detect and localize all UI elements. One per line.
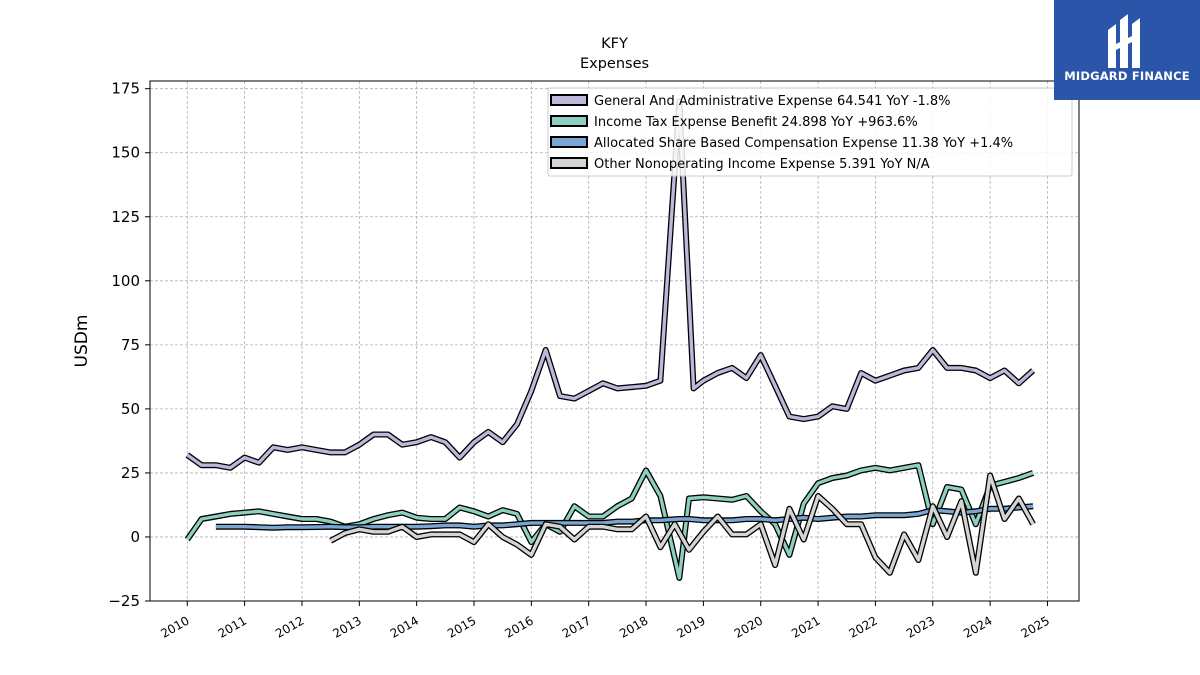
legend-label: Allocated Share Based Compensation Expen… bbox=[594, 136, 1013, 151]
y-axis-label: USDm bbox=[72, 315, 92, 368]
plot-frame bbox=[149, 80, 1080, 602]
series-line bbox=[329, 473, 1035, 575]
x-tick-label: 2020 bbox=[732, 613, 765, 640]
y-tick-label: 175 bbox=[111, 80, 140, 98]
brand-logo: MIDGARD FINANCE bbox=[1054, 0, 1200, 100]
series-line bbox=[215, 504, 1034, 530]
chart-subtitle: Expenses bbox=[580, 56, 649, 72]
x-tick-label: 2022 bbox=[846, 613, 879, 640]
x-tick-label: 2025 bbox=[1019, 613, 1052, 640]
x-tick-label: 2019 bbox=[674, 613, 707, 640]
x-tick-label: 2016 bbox=[502, 613, 535, 640]
legend-item: Allocated Share Based Compensation Expen… bbox=[550, 136, 1013, 151]
legend-swatch bbox=[550, 94, 588, 106]
y-tick-label: 75 bbox=[121, 336, 140, 354]
series-line bbox=[186, 99, 1035, 470]
series-line-outline bbox=[215, 503, 1034, 531]
legend-label: General And Administrative Expense 64.54… bbox=[594, 94, 951, 109]
chart-title: KFY bbox=[601, 36, 628, 52]
x-tick-label: 2017 bbox=[560, 613, 593, 640]
x-tick-label: 2010 bbox=[158, 613, 191, 640]
legend-item: Other Nonoperating Income Expense 5.391 … bbox=[550, 157, 930, 172]
y-tick-label: 25 bbox=[121, 464, 140, 482]
series-2 bbox=[215, 503, 1034, 531]
series-3 bbox=[329, 472, 1036, 576]
x-tick-label: 2013 bbox=[330, 613, 363, 640]
series-line bbox=[185, 463, 1034, 580]
x-tick-label: 2015 bbox=[445, 613, 478, 640]
x-tick-label: 2011 bbox=[216, 613, 249, 640]
y-tick-label: 50 bbox=[121, 400, 140, 418]
y-tick-label: −25 bbox=[108, 592, 140, 610]
legend-label: Income Tax Expense Benefit 24.898 YoY +9… bbox=[594, 115, 918, 130]
x-tick-label: 2023 bbox=[904, 613, 937, 640]
legend-item: General And Administrative Expense 64.54… bbox=[550, 94, 951, 109]
y-tick-label: 100 bbox=[111, 272, 140, 290]
y-tick-label: 125 bbox=[111, 208, 140, 226]
x-tick-label: 2018 bbox=[617, 613, 650, 640]
series-0 bbox=[185, 98, 1036, 471]
y-tick-label: 0 bbox=[130, 528, 140, 546]
legend-box bbox=[547, 87, 1073, 177]
legend-label: Other Nonoperating Income Expense 5.391 … bbox=[594, 157, 930, 172]
series-1 bbox=[184, 462, 1035, 581]
legend-swatch bbox=[550, 157, 588, 169]
logo-mark-icon bbox=[1108, 14, 1140, 68]
x-tick-label: 2012 bbox=[273, 613, 306, 640]
x-tick-label: 2024 bbox=[961, 613, 994, 640]
legend-swatch bbox=[550, 115, 588, 127]
y-tick-label: 150 bbox=[111, 144, 140, 162]
legend: General And Administrative Expense 64.54… bbox=[547, 87, 1073, 177]
x-tick-label: 2021 bbox=[789, 613, 822, 640]
legend-swatch bbox=[550, 136, 588, 148]
series-lines bbox=[184, 98, 1036, 581]
legend-item: Income Tax Expense Benefit 24.898 YoY +9… bbox=[550, 115, 918, 130]
brand-name: MIDGARD FINANCE bbox=[1064, 69, 1190, 83]
x-tick-label: 2014 bbox=[388, 613, 421, 640]
